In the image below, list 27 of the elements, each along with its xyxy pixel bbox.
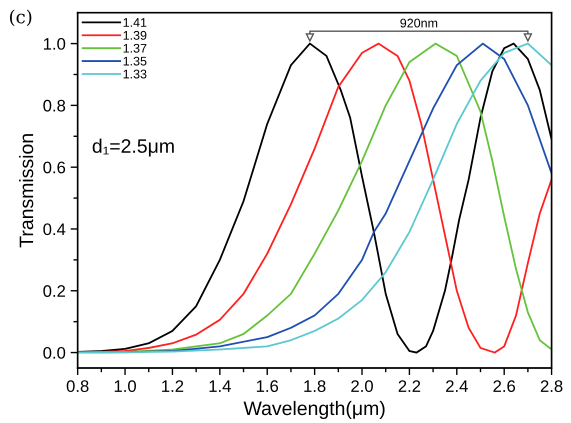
y-tick-label: 0.2 [43,285,66,297]
y-tick-label: 1.0 [44,38,66,50]
legend-label: 1.37 [124,44,146,53]
x-tick-label: 1.0 [114,380,136,392]
legend-label: 1.41 [124,18,146,27]
chart-title: (c) [10,10,32,26]
x-tick-label: 1.6 [256,380,278,392]
y-tick-label: 0.6 [43,162,66,174]
x-tick-label: 2.2 [398,380,420,392]
legend-label: 1.39 [124,30,146,40]
y-tick-label: 0.0 [43,346,66,359]
y-axis-title: Transmission [19,134,34,248]
x-tick-label: 1.4 [210,380,231,392]
y-tick-label: 0.8 [43,100,66,112]
x-tick-label: 2.0 [351,380,373,392]
x-tick-label: 1.2 [162,380,184,392]
x-tick-label: 1.8 [304,380,326,392]
legend-label: 1.35 [124,56,146,66]
x-tick-label: 2.8 [540,380,562,392]
annotation: d₁=2.5μm [92,138,174,156]
annotation: 920nm [400,18,438,28]
x-axis-title: Wavelength(μm) [244,400,385,420]
x-tick-label: 2.6 [493,380,516,392]
x-tick-label: 2.4 [446,380,468,392]
x-tick-label: 0.8 [66,380,89,392]
legend-label: 1.33 [124,70,146,78]
y-tick-label: 0.4 [43,223,66,236]
